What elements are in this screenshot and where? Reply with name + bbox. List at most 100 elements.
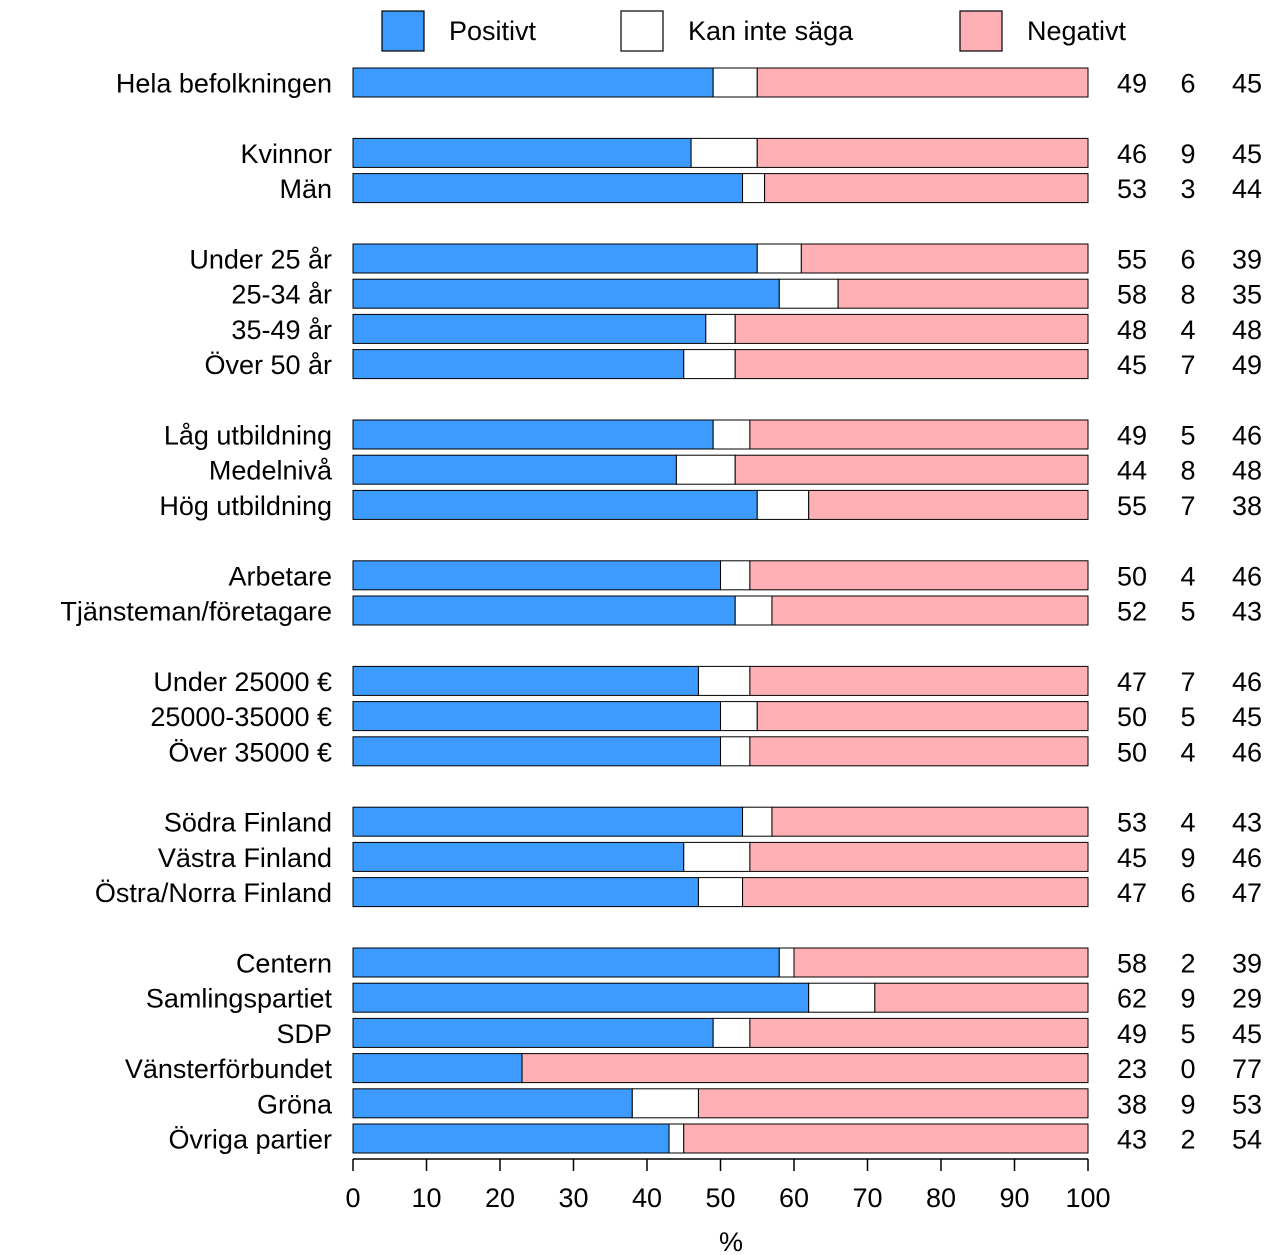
value-positive: 58 — [1117, 280, 1147, 310]
value-negative: 46 — [1232, 667, 1262, 697]
row-label: 35-49 år — [231, 315, 332, 345]
value-neutral: 7 — [1180, 667, 1195, 697]
bar-neutral — [631, 1088, 699, 1119]
row-label: Tjänsteman/företagare — [60, 597, 332, 627]
value-positive: 48 — [1117, 315, 1147, 345]
bar-negative — [764, 173, 1089, 204]
bar-negative — [742, 877, 1089, 908]
value-negative: 53 — [1232, 1089, 1262, 1119]
bar-neutral — [712, 1017, 751, 1048]
bar-neutral — [778, 278, 839, 309]
value-positive: 44 — [1117, 456, 1147, 486]
value-negative: 47 — [1232, 878, 1262, 908]
row-label: Centern — [236, 949, 332, 979]
bar-positive — [352, 1088, 633, 1119]
x-tick-label: 10 — [411, 1183, 441, 1213]
bar-negative — [749, 736, 1089, 767]
row-label: Över 50 år — [204, 350, 332, 380]
legend-swatch-positive — [381, 10, 425, 52]
bar-negative — [734, 349, 1089, 380]
legend-swatch-neutral — [620, 10, 664, 52]
row-label: 25000-35000 € — [150, 702, 332, 732]
row-label: Samlingspartiet — [146, 984, 333, 1014]
value-negative: 46 — [1232, 421, 1262, 451]
bar-neutral — [756, 243, 802, 274]
row-label: Män — [279, 174, 332, 204]
bar-positive — [352, 1053, 523, 1084]
x-tick-label: 40 — [632, 1183, 662, 1213]
value-positive: 58 — [1117, 949, 1147, 979]
bar-positive — [352, 243, 758, 274]
x-tick-label: 50 — [705, 1183, 735, 1213]
row-label: Södra Finland — [164, 808, 332, 838]
value-negative: 35 — [1232, 280, 1262, 310]
bar-positive — [352, 947, 780, 978]
bar-positive — [352, 454, 677, 485]
value-neutral: 5 — [1180, 1019, 1195, 1049]
bar-positive — [352, 67, 714, 98]
value-negative: 46 — [1232, 561, 1262, 591]
bar-negative — [734, 454, 1089, 485]
value-neutral: 8 — [1180, 280, 1195, 310]
value-neutral: 7 — [1180, 491, 1195, 521]
bar-neutral — [720, 736, 751, 767]
value-negative: 77 — [1232, 1054, 1262, 1084]
bar-neutral — [705, 313, 736, 344]
bar-negative — [756, 137, 1089, 168]
bar-negative — [808, 489, 1089, 520]
row-label: Arbetare — [228, 561, 332, 591]
bar-negative — [793, 947, 1089, 978]
bar-negative — [771, 806, 1089, 837]
bar-positive — [352, 982, 810, 1013]
row-label: Låg utbildning — [164, 421, 332, 451]
bar-negative — [683, 1123, 1089, 1154]
bar-negative — [749, 560, 1089, 591]
value-negative: 45 — [1232, 69, 1262, 99]
bar-neutral — [683, 349, 736, 380]
value-positive: 23 — [1117, 1054, 1147, 1084]
value-negative: 45 — [1232, 139, 1262, 169]
value-negative: 54 — [1232, 1125, 1262, 1155]
bar-neutral — [720, 560, 751, 591]
value-neutral: 6 — [1180, 878, 1195, 908]
bar-neutral — [683, 841, 751, 872]
value-neutral: 0 — [1180, 1054, 1195, 1084]
value-neutral: 8 — [1180, 456, 1195, 486]
value-neutral: 9 — [1180, 984, 1195, 1014]
value-negative: 45 — [1232, 702, 1262, 732]
value-positive: 50 — [1117, 561, 1147, 591]
value-neutral: 5 — [1180, 702, 1195, 732]
row-label: Under 25000 € — [153, 667, 332, 697]
bar-positive — [352, 736, 721, 767]
value-neutral: 9 — [1180, 139, 1195, 169]
bar-positive — [352, 489, 758, 520]
bar-negative — [756, 701, 1089, 732]
x-tick-label: 30 — [558, 1183, 588, 1213]
bar-neutral — [734, 595, 773, 626]
value-neutral: 3 — [1180, 174, 1195, 204]
x-tick-label: 80 — [926, 1183, 956, 1213]
value-negative: 46 — [1232, 843, 1262, 873]
value-positive: 49 — [1117, 69, 1147, 99]
row-label: Västra Finland — [158, 843, 332, 873]
bar-positive — [352, 595, 736, 626]
bar-neutral — [690, 137, 758, 168]
bar-negative — [837, 278, 1089, 309]
value-positive: 49 — [1117, 421, 1147, 451]
bar-neutral — [720, 701, 758, 732]
bar-neutral — [808, 982, 876, 1013]
row-label: Medelnivå — [209, 456, 333, 486]
legend-label-negative: Negativt — [1027, 16, 1127, 46]
bar-positive — [352, 349, 685, 380]
value-neutral: 5 — [1180, 421, 1195, 451]
x-tick-label: 60 — [779, 1183, 809, 1213]
value-neutral: 7 — [1180, 350, 1195, 380]
row-label: Övriga partier — [168, 1125, 332, 1155]
bar-negative — [874, 982, 1089, 1013]
legend-label-neutral: Kan inte säga — [688, 16, 854, 46]
bar-neutral — [675, 454, 736, 485]
value-negative: 43 — [1232, 808, 1262, 838]
bar-negative — [749, 1017, 1089, 1048]
row-label: SDP — [276, 1019, 332, 1049]
